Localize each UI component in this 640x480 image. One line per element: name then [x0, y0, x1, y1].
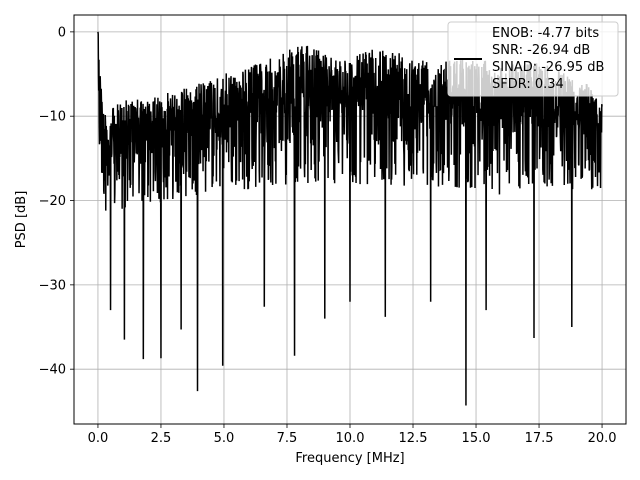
- legend-text-line: SINAD: -26.95 dB: [492, 60, 604, 75]
- y-tick-label: −10: [39, 110, 66, 125]
- legend-box: [447, 21, 619, 97]
- x-tick-label: 17.5: [525, 431, 554, 446]
- x-tick-label: 12.5: [399, 431, 428, 446]
- x-tick-label: 7.5: [277, 431, 298, 446]
- x-tick-label: 10.0: [336, 431, 365, 446]
- x-tick-label: 20.0: [588, 431, 617, 446]
- x-tick-label: 15.0: [462, 431, 491, 446]
- y-tick-label: −30: [39, 278, 66, 293]
- x-axis-label: Frequency [MHz]: [295, 451, 404, 466]
- y-tick-label: −20: [39, 194, 66, 209]
- y-ticks: 0 −10 −20 −30 −40: [39, 25, 74, 378]
- legend: ENOB: -4.77 bits SNR: -26.94 dB SINAD: -26…: [447, 21, 619, 97]
- x-tick-label: 2.5: [151, 431, 172, 446]
- legend-label: ENOB: -4.77 bits SNR: -26.94 dB SINAD: -26…: [492, 26, 604, 92]
- y-tick-label: −40: [39, 363, 66, 378]
- x-tick-label: 5.0: [214, 431, 235, 446]
- y-tick-label: 0: [58, 25, 66, 40]
- x-ticks: 0.0 2.5 5.0 7.5 10.0 12.5 15.0 17.5 20.0: [88, 424, 617, 446]
- legend-text-line: SFDR: 0.34: [492, 77, 564, 92]
- legend-text-line: SNR: -26.94 dB: [492, 43, 590, 58]
- y-axis-label: PSD [dB]: [14, 191, 29, 249]
- x-tick-label: 0.0: [88, 431, 109, 446]
- legend-text-line: ENOB: -4.77 bits: [492, 26, 599, 41]
